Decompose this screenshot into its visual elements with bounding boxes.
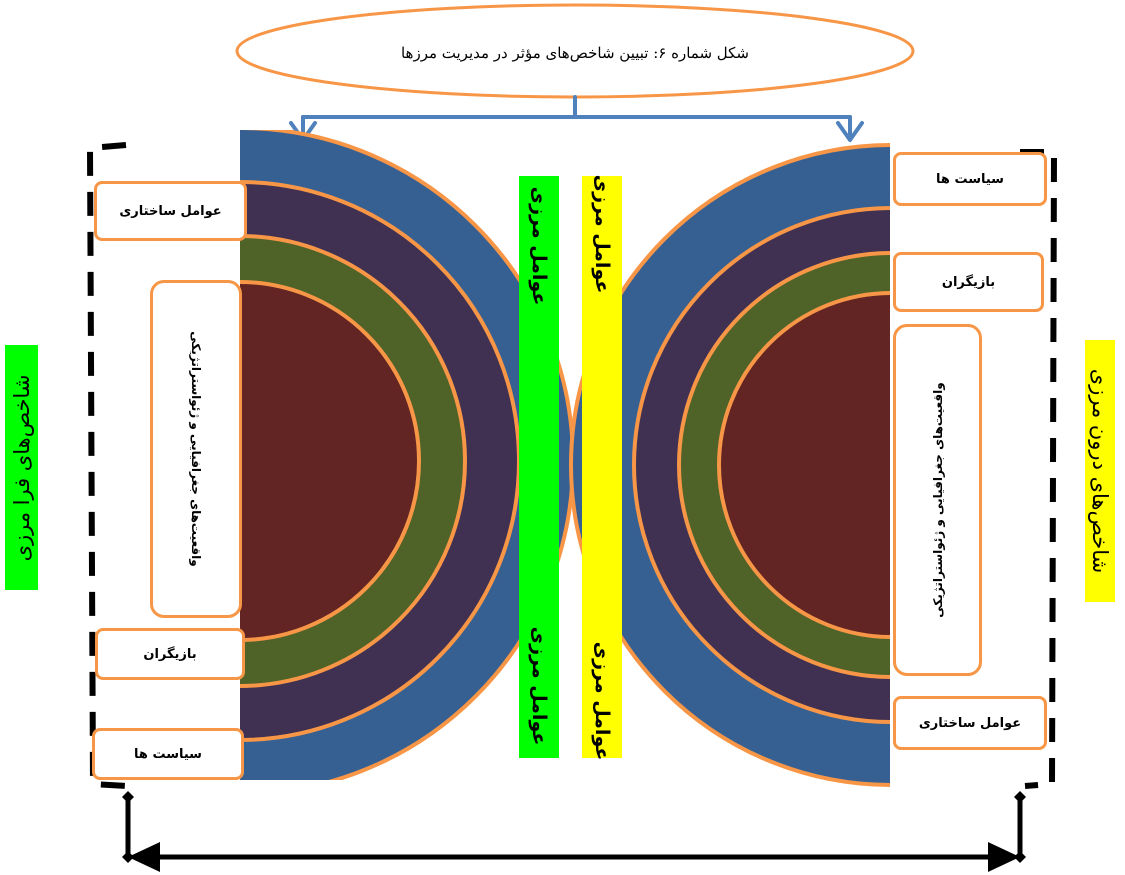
left-actors-label: بازیگران [143, 646, 197, 662]
left-core-realities [240, 280, 421, 642]
bottom-arrow-left-head [128, 842, 160, 872]
right-structural-label: عوامل ساختاری [918, 715, 1022, 731]
bracket-corner-left-bottom [122, 851, 134, 863]
left-policies-box: سیاست ها [92, 728, 244, 780]
bottom-span-arrow [125, 798, 1023, 860]
green-bar-top-label: عوامل مرزی [528, 186, 550, 306]
right-arrowhead [836, 121, 864, 142]
green-border-bar: عوامل مرزی عوامل مرزی [519, 176, 559, 758]
right-policies-box: سیاست ها [893, 152, 1047, 206]
left-structural-label: عوامل ساختاری [119, 203, 222, 219]
bottom-arrow-right-head [988, 842, 1020, 872]
left-realities-box: واقعیت‌های جغرافیایی و ژئواستراتژیکی [150, 280, 242, 618]
right-rings [569, 143, 890, 787]
bracket-corner-left-top [122, 791, 134, 803]
right-dashed-bracket [1020, 149, 1058, 789]
right-policies-label: سیاست ها [936, 171, 1004, 187]
title-text: شکل شماره ۶: تبیین شاخص‌های مؤثر در مدیر… [401, 44, 749, 62]
right-actors-label: بازیگران [941, 274, 996, 290]
right-structural-box: عوامل ساختاری [893, 696, 1047, 750]
left-dashed-bracket [86, 142, 129, 789]
left-vertical-label-box: شاخص‌های فرا مرزی [5, 345, 38, 590]
right-vertical-label-box: شاخص‌های درون مرزی [1085, 340, 1115, 602]
right-vertical-label: شاخص‌های درون مرزی [1088, 368, 1112, 574]
right-core-realities [717, 291, 890, 639]
left-structural-box: عوامل ساختاری [94, 181, 247, 241]
left-realities-label: واقعیت‌های جغرافیایی و ژئواستراتژیکی [189, 331, 203, 567]
yellow-bar-top-label: عوامل مرزی [591, 174, 613, 294]
title-arrow-connector [301, 95, 852, 139]
bracket-corner-right-bottom [1014, 851, 1026, 863]
right-realities-label: واقعیت‌های جغرافیایی و ژئواستراتژیکی [930, 382, 945, 618]
left-vertical-label: شاخص‌های فرا مرزی [9, 374, 34, 561]
left-policies-label: سیاست ها [134, 746, 202, 762]
left-actors-box: بازیگران [95, 628, 245, 680]
right-actors-box: بازیگران [893, 252, 1044, 312]
left-rings [240, 130, 575, 780]
yellow-bar-bottom-label: عوامل مرزی [591, 641, 613, 761]
green-bar-bottom-label: عوامل مرزی [528, 626, 550, 746]
bracket-corner-right-top [1014, 791, 1026, 803]
right-realities-box: واقعیت‌های جغرافیایی و ژئواستراتژیکی [893, 324, 982, 676]
yellow-border-bar: عوامل مرزی عوامل مرزی [582, 174, 622, 761]
